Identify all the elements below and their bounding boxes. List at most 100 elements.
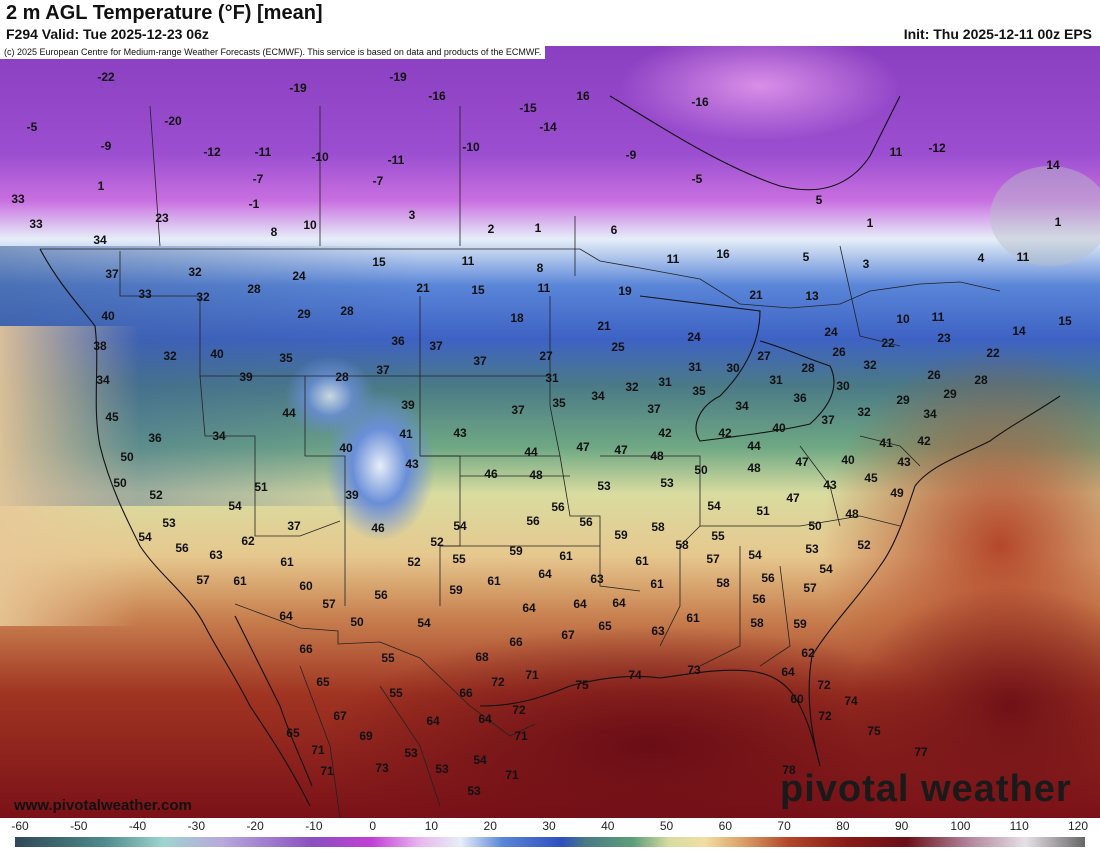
temp-label: 47	[786, 491, 800, 505]
temp-label: 68	[475, 650, 489, 664]
state-border	[859, 435, 921, 467]
colorbar-tick: -20	[246, 819, 264, 833]
temp-label: 21	[749, 288, 763, 302]
temp-label: 61	[559, 549, 573, 563]
temp-label: 37	[647, 402, 661, 416]
temp-label: 71	[514, 729, 528, 743]
temp-label: 50	[808, 519, 822, 533]
temp-label: 50	[694, 463, 708, 477]
temp-label: 31	[545, 371, 559, 385]
state-border	[799, 445, 841, 527]
temperature-map[interactable]: -22-19-19-16 16 -16-15-14-5 -20-9 -12 -11 -10-…	[0, 46, 1100, 818]
temp-label: 52	[149, 488, 163, 502]
temp-label: 56	[761, 571, 775, 585]
temp-label: 64	[279, 609, 293, 623]
temp-label: 71	[505, 768, 519, 782]
valid-time: F294 Valid: Tue 2025-12-23 06z	[6, 26, 209, 42]
website-url[interactable]: www.pivotalweather.com	[14, 797, 192, 814]
temp-label: 54	[138, 530, 152, 544]
temp-label: 41	[879, 436, 893, 450]
temp-label: 2	[488, 222, 495, 236]
temp-label: 72	[491, 675, 505, 689]
temp-label: 55	[381, 651, 395, 665]
temp-label: 54	[473, 753, 487, 767]
temp-label: 39	[345, 488, 359, 502]
temp-label: 54	[819, 562, 833, 576]
temp-label: -10	[311, 150, 329, 164]
temp-label: 37	[376, 363, 390, 377]
temp-label: 64	[426, 714, 440, 728]
temp-label: 44	[524, 445, 538, 459]
temp-label: 56	[752, 592, 766, 606]
temp-label: 53	[404, 746, 418, 760]
temp-label: 61	[280, 555, 294, 569]
temp-label: 8	[271, 225, 278, 239]
temp-label: 22	[881, 336, 895, 350]
temp-label: 4	[978, 251, 985, 265]
temp-label: 13	[805, 289, 819, 303]
temp-label: 22	[986, 346, 1000, 360]
temp-label: 53	[597, 479, 611, 493]
temp-label: 45	[864, 471, 878, 485]
temp-label: 14	[1046, 158, 1060, 172]
temp-label: 53	[467, 784, 481, 798]
temp-label: 40	[841, 453, 855, 467]
temp-label: 1	[535, 221, 542, 235]
temp-label: 34	[93, 233, 107, 247]
temp-label: 51	[756, 504, 770, 518]
temp-label: 54	[417, 616, 431, 630]
map-title: 2 m AGL Temperature (°F) [mean]	[6, 2, 323, 24]
gulf-coastline	[479, 669, 821, 767]
temp-label: 1	[1055, 215, 1062, 229]
temp-label: 33	[11, 192, 25, 206]
temp-label: 75	[867, 724, 881, 738]
temp-label: 36	[793, 391, 807, 405]
temp-label: 54	[707, 499, 721, 513]
colorbar-tick: 120	[1067, 819, 1089, 833]
temp-label: 18	[510, 311, 524, 325]
temp-label: 37	[473, 354, 487, 368]
temp-label: 62	[241, 534, 255, 548]
hudson-bay-outline	[609, 95, 901, 191]
temp-label: -16	[691, 95, 709, 109]
temp-label: 64	[522, 601, 536, 615]
temp-label: 50	[350, 615, 364, 629]
colorbar-tick: -40	[128, 819, 147, 833]
temperature-field	[0, 46, 1100, 818]
colorbar-tick: 0	[369, 819, 376, 833]
temp-label: 57	[706, 552, 720, 566]
temp-label: 11	[667, 252, 680, 266]
temp-label: 47	[614, 443, 628, 457]
temp-label: 35	[692, 384, 706, 398]
temp-label: 57	[196, 573, 210, 587]
temp-label: 10	[896, 312, 910, 326]
temp-label: -7	[253, 172, 264, 186]
temp-label: 75	[575, 678, 589, 692]
temp-label: 73	[687, 663, 701, 677]
temp-label: 54	[453, 519, 467, 533]
temp-label: 30	[726, 361, 740, 375]
temp-label: 11	[1017, 250, 1030, 264]
temp-label: 37	[287, 519, 301, 533]
temp-label: 11	[538, 281, 551, 295]
temp-label: 56	[526, 514, 540, 528]
temp-label: 45	[105, 410, 119, 424]
temp-label: 61	[635, 554, 649, 568]
temp-label: 1	[98, 179, 105, 193]
colorbar-tick: 50	[659, 819, 674, 833]
colorbar-tick: 40	[601, 819, 615, 833]
temp-label: -5	[27, 120, 38, 134]
temp-label: 61	[650, 577, 664, 591]
temp-label: 71	[320, 764, 334, 778]
temp-label: 57	[322, 597, 336, 611]
temp-label: 19	[618, 284, 632, 298]
temp-label: 57	[803, 581, 817, 595]
temp-label: -15	[519, 101, 537, 115]
temp-label: 5	[803, 250, 810, 264]
temp-label: 48	[529, 468, 543, 482]
temp-label: 23	[155, 211, 169, 225]
temp-label: 64	[538, 567, 552, 581]
temp-label: 11	[462, 254, 475, 268]
temp-label: 32	[857, 405, 871, 419]
temp-label: -9	[626, 148, 637, 162]
